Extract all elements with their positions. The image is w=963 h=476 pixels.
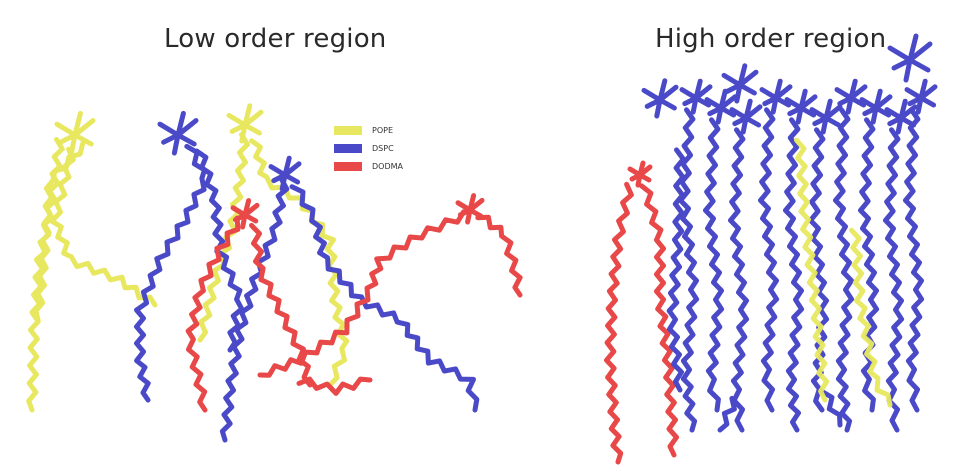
dodma-tail [249, 222, 313, 388]
dspc-tail [783, 117, 805, 433]
dspc-tail [833, 107, 855, 433]
pope-headgroup [54, 110, 96, 156]
dspc-headgroup [904, 78, 938, 115]
dspc-tail [134, 143, 207, 403]
dodma-headgroup [627, 160, 653, 188]
dodma-tail [296, 376, 373, 396]
dspc-headgroup [721, 63, 759, 104]
legend: POPE DSPC DODMA [334, 122, 403, 176]
dspc-headgroup [704, 88, 738, 125]
pope-tail [26, 137, 65, 413]
high-order-region-title: High order region [655, 24, 887, 54]
dspc-tail [219, 176, 290, 443]
dspc-tail [883, 127, 905, 433]
dodma-tail [257, 209, 467, 378]
dspc-tail [666, 147, 686, 393]
dspc-headgroup [809, 98, 843, 135]
dspc-tail [758, 107, 780, 413]
pope-tail [33, 140, 86, 323]
legend-item-dodma: DODMA [334, 158, 403, 174]
dspc-headgroup [679, 78, 713, 115]
dodma-tail [475, 214, 523, 298]
dodma-tail [185, 215, 241, 413]
legend-label-pope: POPE [372, 125, 393, 135]
dspc-headgroup [859, 88, 893, 125]
dodma-swatch [334, 161, 362, 171]
low-order-region-title: Low order region [164, 24, 387, 54]
dspc-headgroup [759, 78, 793, 115]
dspc-tail [703, 117, 725, 413]
pope-tail [249, 138, 350, 388]
dspc-tail [808, 127, 830, 413]
dspc-headgroup [641, 78, 679, 119]
dspc-swatch [334, 143, 362, 153]
dodma-tail [604, 181, 634, 465]
dspc-headgroup [157, 110, 199, 156]
legend-label-dspc: DSPC [372, 143, 394, 153]
dspc-headgroup [834, 78, 868, 115]
dspc-headgroup [729, 98, 763, 135]
dspc-tail [289, 184, 480, 413]
pope-tail [794, 137, 830, 403]
dspc-headgroup [784, 88, 818, 125]
pope-tail [49, 146, 158, 308]
dspc-tail [903, 107, 925, 413]
dspc-headgroup [887, 33, 933, 83]
pope-swatch [334, 125, 362, 135]
legend-item-pope: POPE [334, 122, 403, 138]
dspc-tail [717, 395, 737, 433]
legend-item-dspc: DSPC [334, 140, 403, 156]
dspc-tail [678, 107, 700, 433]
dodma-tail [639, 183, 679, 458]
dspc-tail [728, 127, 750, 433]
legend-label-dodma: DODMA [372, 161, 403, 171]
dspc-tail [819, 388, 843, 428]
pope-tail [849, 227, 893, 408]
